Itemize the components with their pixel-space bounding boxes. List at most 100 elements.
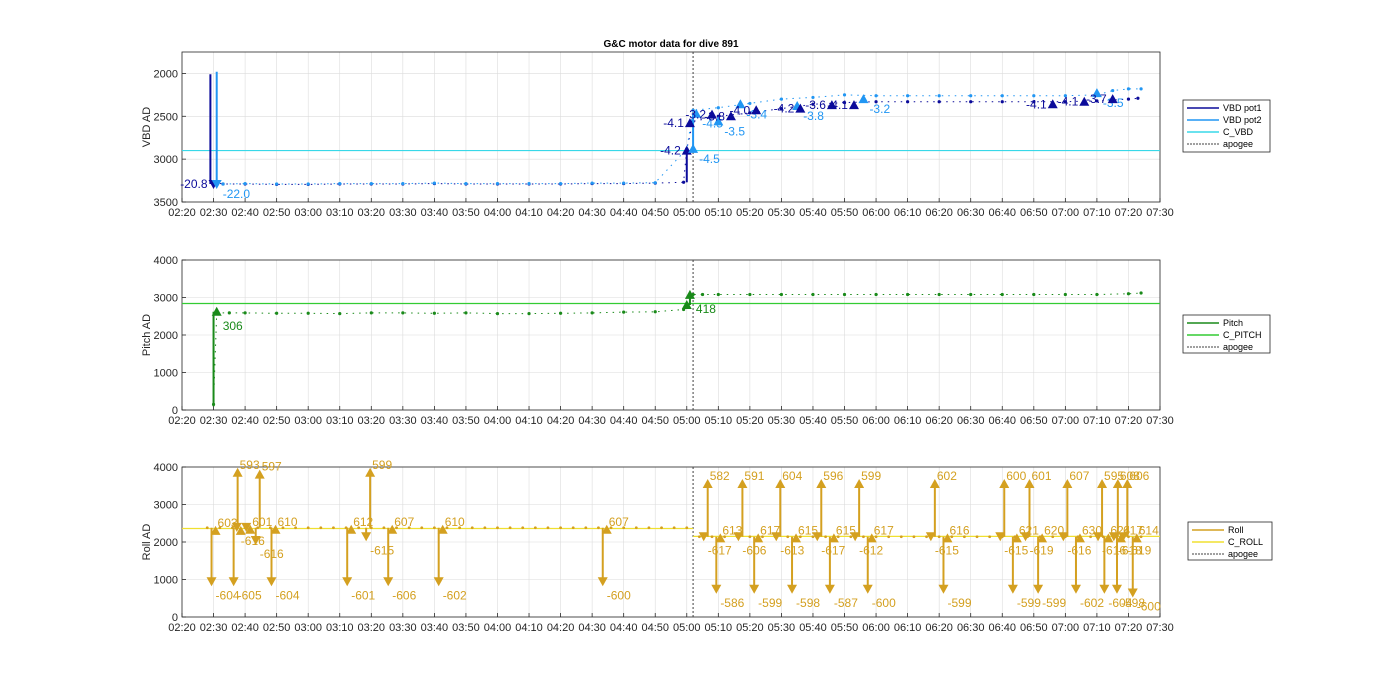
x-tick-label: 04:30 <box>578 207 606 219</box>
marker-triangle <box>211 180 222 189</box>
marker-triangle <box>826 100 837 110</box>
roll-arrow-up <box>210 525 221 535</box>
data-point <box>590 311 594 315</box>
x-tick-label: 04:00 <box>484 207 512 219</box>
marker-label: -4.0 <box>729 103 750 117</box>
x-tick-label: 03:10 <box>326 622 354 634</box>
roll-arrow-up <box>702 479 713 488</box>
roll-arrow-up <box>1074 533 1085 543</box>
roll-label-high: 599 <box>861 469 881 483</box>
marker-label: -4.1 <box>663 116 684 130</box>
data-point <box>653 310 657 314</box>
x-tick-label: 04:10 <box>515 207 543 219</box>
roll-arrow-down <box>1118 532 1129 542</box>
x-tick-label: 02:30 <box>200 415 228 427</box>
x-tick-label: 05:50 <box>831 622 859 634</box>
roll-point <box>988 535 992 539</box>
roll-arrow-down <box>824 584 835 594</box>
y-tick-label: 3000 <box>154 293 178 305</box>
x-tick-label: 04:00 <box>484 415 512 427</box>
data-point <box>716 114 720 118</box>
roll-label-high: 610 <box>277 515 297 529</box>
x-tick-label: 07:10 <box>1083 415 1111 427</box>
x-tick-label: 03:40 <box>421 622 449 634</box>
x-tick-label: 04:20 <box>547 207 575 219</box>
x-tick-label: 06:30 <box>957 622 985 634</box>
x-tick-label: 07:20 <box>1115 207 1143 219</box>
data-point <box>243 311 247 315</box>
data-point <box>779 97 784 101</box>
roll-arrow-up <box>1122 479 1133 488</box>
x-tick-label: 06:30 <box>957 415 985 427</box>
y-tick-label: 0 <box>172 405 178 417</box>
x-tick-label: 03:10 <box>326 207 354 219</box>
roll-point <box>395 526 398 530</box>
y-axis-label: VBD AD <box>141 107 153 147</box>
marker-label: -4.2 <box>660 144 681 158</box>
data-point <box>622 181 626 185</box>
roll-point <box>672 526 676 530</box>
roll-arrow-up <box>254 469 265 479</box>
roll-arrow-down <box>433 577 444 587</box>
x-tick-label: 05:10 <box>705 622 733 634</box>
data-point <box>590 181 594 185</box>
roll-label-low: -604 <box>1108 596 1132 610</box>
data-point <box>1139 87 1143 91</box>
roll-label-high: 608 <box>1120 469 1140 483</box>
legend-label: apogee <box>1228 549 1258 559</box>
data-point <box>906 100 910 104</box>
roll-arrow-down <box>1127 588 1138 598</box>
x-tick-label: 04:40 <box>610 415 638 427</box>
x-tick-label: 04:50 <box>641 415 669 427</box>
data-point <box>779 292 784 297</box>
roll-point <box>382 526 386 530</box>
y-tick-label: 3000 <box>154 154 178 166</box>
x-tick-label: 03:40 <box>421 207 449 219</box>
x-tick-label: 03:50 <box>452 415 480 427</box>
roll-arrow-down <box>383 577 394 587</box>
x-tick-label: 06:40 <box>988 207 1016 219</box>
roll-arrow-down <box>733 532 744 542</box>
data-point <box>338 312 342 316</box>
roll-point <box>420 526 424 530</box>
roll-arrow-down <box>1007 584 1018 594</box>
marker-triangle <box>735 99 746 109</box>
x-tick-label: 04:50 <box>641 207 669 219</box>
x-tick-label: 05:30 <box>768 415 796 427</box>
roll-label-low: -602 <box>1080 596 1104 610</box>
roll-point <box>710 535 714 539</box>
data-point <box>558 181 563 186</box>
x-tick-label: 03:00 <box>294 622 322 634</box>
marker-triangle <box>707 109 718 119</box>
marker-label: -4.1 <box>1058 95 1079 109</box>
data-point <box>937 100 941 104</box>
roll-label-high: 596 <box>823 469 843 483</box>
data-point <box>779 106 784 111</box>
y-tick-label: 2000 <box>154 330 178 342</box>
roll-label-high: 593 <box>240 458 260 472</box>
marker-label: -3.8 <box>803 109 824 123</box>
roll-point <box>887 535 891 539</box>
data-point <box>1095 292 1099 297</box>
roll-label-high: 607 <box>1069 469 1089 483</box>
roll-label-low: -604 <box>216 588 240 602</box>
roll-label-low: -617 <box>708 543 732 557</box>
roll-label-high: 604 <box>782 469 802 483</box>
marker-triangle <box>848 100 859 110</box>
roll-point <box>798 535 802 539</box>
x-tick-label: 03:20 <box>358 207 386 219</box>
roll-label-high: 607 <box>609 515 629 529</box>
roll-label-low: -615 <box>935 543 959 557</box>
x-tick-label: 05:00 <box>673 207 701 219</box>
roll-arrow-up <box>232 467 243 477</box>
roll-point <box>1139 535 1143 539</box>
roll-point <box>748 535 752 539</box>
roll-label-high: 616 <box>949 523 969 537</box>
series-line-vbd-pot1 <box>213 97 1138 185</box>
roll-arrow-down <box>749 584 760 594</box>
roll-point <box>521 526 525 530</box>
x-tick-label: 06:30 <box>957 207 985 219</box>
x-tick-label: 06:50 <box>1020 207 1048 219</box>
roll-arrow-up <box>1037 533 1048 543</box>
